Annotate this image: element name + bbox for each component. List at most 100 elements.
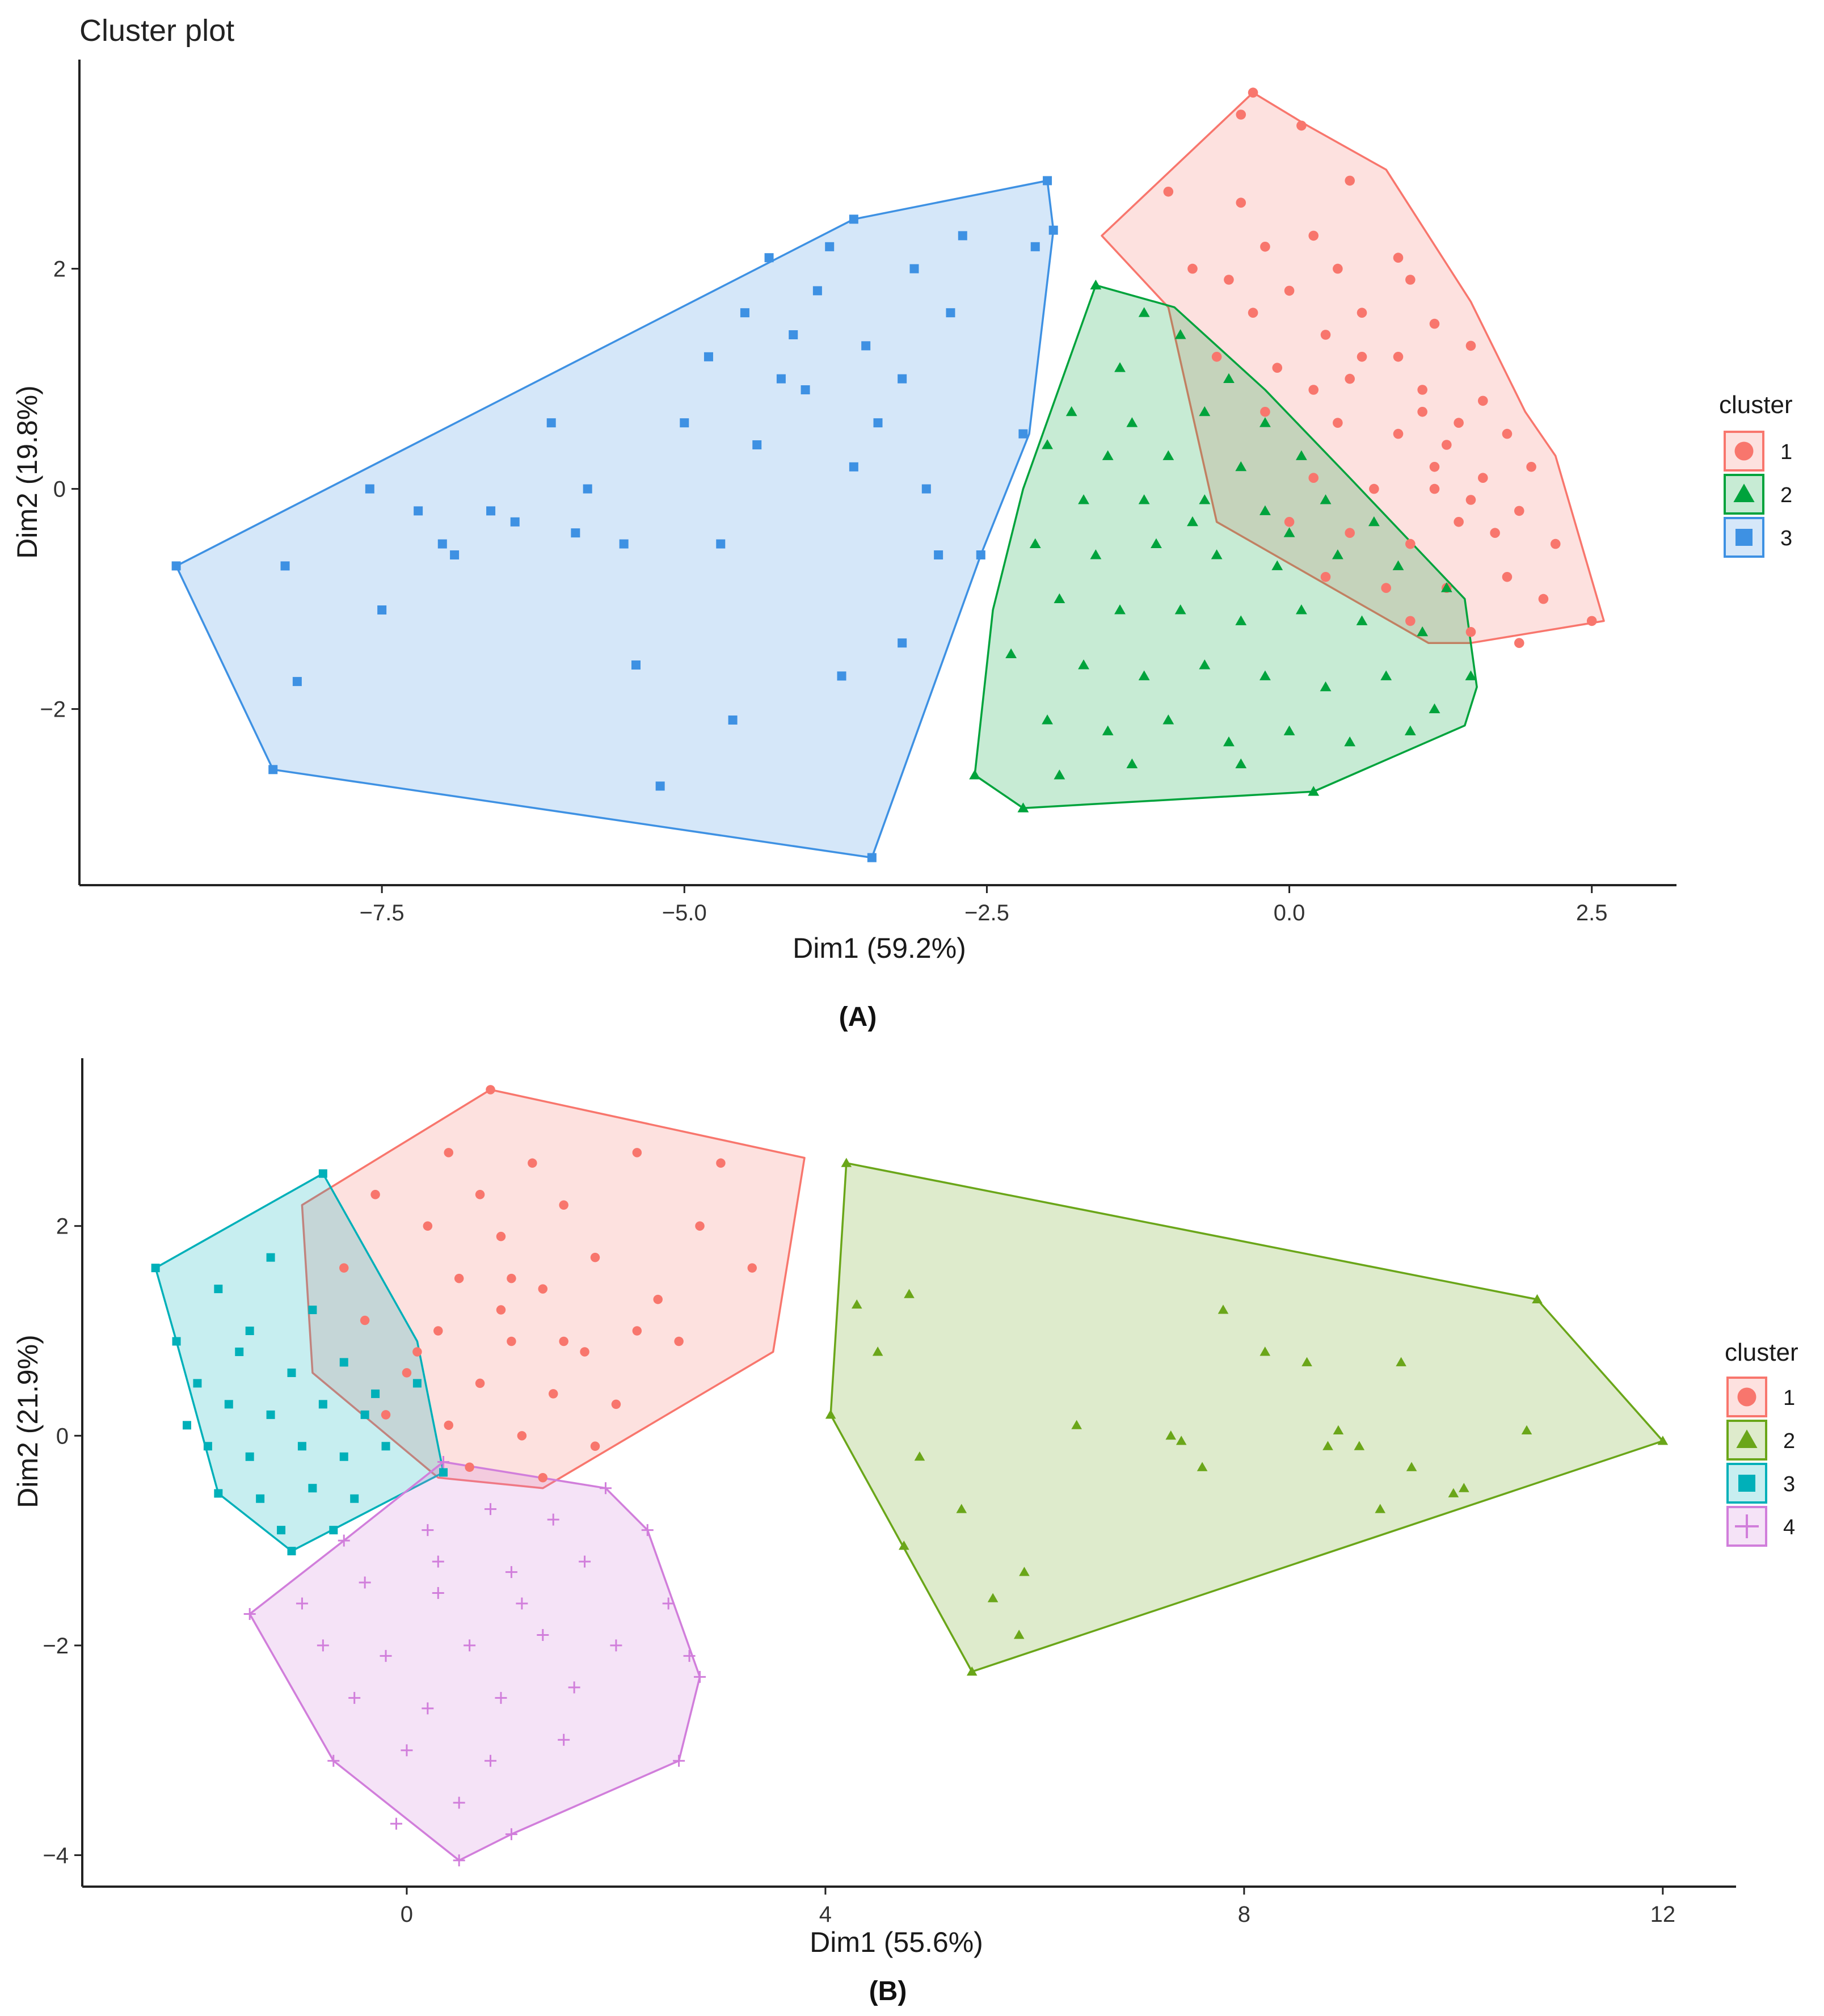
cluster-2-point xyxy=(1429,703,1440,714)
cluster-1-point xyxy=(1260,407,1270,417)
cluster-2-point xyxy=(1344,736,1356,747)
cluster-2-point xyxy=(1259,1346,1271,1356)
cluster-1-point xyxy=(1333,418,1343,428)
cluster-3-point xyxy=(437,539,447,549)
cluster-4-point xyxy=(348,1691,361,1704)
cluster-1-point xyxy=(1236,197,1246,208)
cluster-3-point xyxy=(339,1358,348,1367)
cluster-2-point xyxy=(1218,1304,1229,1314)
cluster-3-point xyxy=(1030,242,1040,251)
cluster-2-point xyxy=(1090,549,1102,559)
cluster-2-point xyxy=(1017,802,1029,813)
cluster-2-point xyxy=(1197,1462,1208,1471)
cluster-1-point xyxy=(433,1326,443,1336)
cluster-1-point xyxy=(496,1231,506,1241)
cluster-1-point xyxy=(486,1085,495,1095)
cluster-1-point xyxy=(1465,495,1476,505)
cluster-1-point xyxy=(1308,230,1319,241)
cluster-1-point xyxy=(1465,340,1476,351)
cluster-2-point xyxy=(1322,1441,1333,1450)
cluster-3-point xyxy=(182,1421,191,1430)
cluster-1-point xyxy=(507,1336,516,1346)
cluster-3-point xyxy=(308,1306,317,1315)
cluster-1-point xyxy=(517,1431,527,1441)
cluster-3-point xyxy=(377,605,387,615)
cluster-3-point xyxy=(583,484,592,494)
cluster-1-point xyxy=(475,1378,485,1388)
cluster-3-point xyxy=(193,1379,202,1388)
cluster-3-point xyxy=(704,352,713,361)
cluster-2-point xyxy=(1459,1483,1469,1492)
chart-a-title: Cluster plot xyxy=(79,14,234,48)
cluster-2-point xyxy=(1404,725,1416,735)
cluster-3-point xyxy=(655,781,665,791)
x-tick-label: 2.5 xyxy=(1576,900,1608,925)
cluster-3-point xyxy=(329,1526,338,1535)
cluster-3-point xyxy=(740,308,749,318)
cluster-3-point xyxy=(172,1337,181,1346)
x-tick-label: −7.5 xyxy=(360,900,405,925)
legend-label-2: 2 xyxy=(1783,1429,1795,1453)
cluster-3-point xyxy=(292,677,302,687)
cluster-2-point xyxy=(1223,373,1235,384)
cluster-2-point xyxy=(1295,604,1307,615)
cluster-2-point xyxy=(987,1593,999,1602)
cluster-2-point xyxy=(1259,670,1271,680)
cluster-2-point xyxy=(1380,670,1392,680)
cluster-1-point xyxy=(1296,120,1307,131)
cluster-2-point xyxy=(872,1346,883,1356)
cluster-4-point xyxy=(610,1639,622,1652)
cluster-3-point xyxy=(171,561,181,571)
cluster-2-point xyxy=(1235,615,1247,625)
cluster-2-point xyxy=(1271,560,1283,570)
cluster-2-point xyxy=(1301,1357,1312,1366)
cluster-2-point xyxy=(1375,1504,1386,1513)
cluster-1-point xyxy=(1284,285,1295,296)
cluster-3-point xyxy=(921,484,931,494)
cluster-1-point xyxy=(1345,175,1355,186)
cluster-2-point xyxy=(1532,1294,1543,1304)
chart-b-legend-title: cluster xyxy=(1725,1339,1798,1366)
cluster-3-point xyxy=(214,1489,223,1498)
cluster-3-point xyxy=(680,418,689,428)
cluster-2-point xyxy=(1078,659,1089,670)
y-tick-label: 0 xyxy=(56,1424,69,1449)
cluster-4-point xyxy=(505,1828,517,1841)
cluster-2-point xyxy=(1126,758,1138,769)
cluster-1-point xyxy=(653,1294,663,1304)
cluster-1-point xyxy=(1429,318,1440,329)
cluster-3-point xyxy=(764,253,774,263)
cluster-3-point xyxy=(297,1442,306,1451)
legend-label-1: 1 xyxy=(1783,1386,1795,1410)
cluster-2-point xyxy=(1392,560,1404,570)
cluster-3-point xyxy=(776,374,786,384)
chart-a-legend-title: cluster xyxy=(1719,391,1793,419)
cluster-2-point xyxy=(1013,1630,1025,1639)
cluster-4-point xyxy=(327,1754,340,1767)
cluster-2-point xyxy=(1005,648,1017,659)
cluster-2-point xyxy=(1138,494,1150,504)
cluster-1-point xyxy=(444,1420,453,1430)
cluster-1-point xyxy=(674,1336,684,1346)
cluster-1-point xyxy=(1345,528,1355,538)
cluster-2-point xyxy=(1259,505,1271,515)
cluster-2-point xyxy=(966,1666,978,1676)
cluster-4-point xyxy=(380,1649,392,1662)
cluster-3-point xyxy=(812,286,822,296)
panel-a-label: (A) xyxy=(839,1002,877,1032)
legend-key-3 xyxy=(1724,517,1764,558)
y-tick-label: 2 xyxy=(56,1214,69,1239)
chart-a-legend: cluster 1 2 3 xyxy=(1719,391,1793,558)
cluster-3-point xyxy=(287,1547,296,1556)
cluster-1-point xyxy=(1514,638,1524,648)
cluster-3-point xyxy=(825,242,835,251)
cluster-1-point xyxy=(590,1441,600,1451)
x-tick-label: 4 xyxy=(819,1902,832,1927)
cluster-1-point xyxy=(1381,583,1391,593)
cluster-3-point xyxy=(277,1526,286,1535)
cluster-1-point xyxy=(611,1399,621,1409)
cluster-2-point xyxy=(1162,714,1174,725)
legend-key-2 xyxy=(1724,474,1764,515)
cluster-1-point xyxy=(423,1221,433,1231)
cluster-3-point xyxy=(849,462,858,472)
